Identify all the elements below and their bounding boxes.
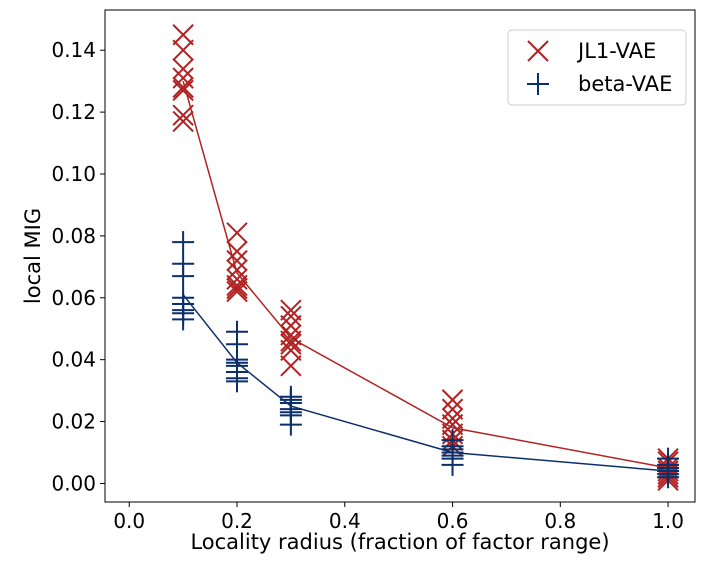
legend-box [507, 29, 687, 106]
plot-frame [104, 9, 696, 503]
legend-label-jl1-vae: JL1-VAE [576, 39, 656, 63]
data-point-beta-vae [441, 453, 464, 476]
x-axis-label: Locality radius (fraction of factor rang… [190, 530, 609, 554]
axis-ticks: 0.0 0.2 0.4 0.6 0.8 1.0 0.00 0.02 0.04 0.06 0.08 0.… [51, 38, 683, 533]
data-point-jl1-vae [280, 355, 302, 377]
y-tick-label: 0.00 [51, 471, 96, 495]
data-point-jl1-vae [226, 277, 248, 300]
x-tick-label: 0.6 [437, 509, 469, 533]
data-point-beta-vae [279, 413, 302, 436]
data-point-jl1-vae [226, 222, 248, 244]
x-tick-label: 1.0 [652, 509, 684, 533]
data-point-jl1-vae [226, 249, 248, 272]
data-point-jl1-vae [172, 39, 194, 61]
series-line-jl1-vae [182, 80, 669, 469]
data-point-jl1-vae [226, 280, 248, 303]
data-point-jl1-vae [172, 76, 194, 99]
y-axis-label: local MIG [21, 208, 45, 304]
data-point-jl1-vae [172, 58, 194, 80]
data-point-jl1-vae [441, 398, 464, 420]
y-tick-label: 0.08 [51, 224, 96, 248]
data-point-beta-vae [172, 231, 195, 254]
data-point-jl1-vae [226, 259, 248, 281]
legend-marker-beta-vae [527, 73, 549, 95]
data-point-jl1-vae [441, 413, 464, 436]
legend-marker-jl1-vae [527, 40, 549, 62]
legend-label-beta-vae: beta-VAE [578, 72, 672, 96]
x-tick-label: 0.4 [329, 509, 361, 533]
data-point-beta-vae [226, 370, 249, 393]
legend: JL1-VAE beta-VAE [507, 29, 687, 106]
y-tick-label: 0.14 [51, 38, 96, 62]
y-tick-label: 0.04 [51, 348, 96, 372]
data-point-jl1-vae [280, 324, 302, 346]
data-point-jl1-vae [280, 314, 302, 337]
data-point-beta-vae [172, 308, 195, 331]
data-point-jl1-vae [280, 305, 302, 328]
data-point-jl1-vae [441, 389, 464, 411]
series-line-beta-vae [182, 294, 669, 472]
legend-marker-symbol [527, 73, 549, 95]
data-point-jl1-vae [226, 240, 248, 263]
data-point-jl1-vae [280, 299, 302, 321]
data-point-jl1-vae [172, 67, 194, 89]
data-point-jl1-vae [280, 330, 302, 352]
plot-area [172, 24, 680, 492]
data-point-jl1-vae [441, 407, 464, 430]
data-point-jl1-vae [280, 339, 302, 362]
x-tick-label: 0.8 [544, 509, 576, 533]
data-point-beta-vae [657, 466, 680, 489]
y-tick-label: 0.02 [51, 410, 96, 434]
y-tick-label: 0.12 [51, 100, 96, 124]
legend-marker-symbol [527, 40, 549, 62]
y-tick-label: 0.10 [51, 162, 96, 186]
data-point-jl1-vae [226, 274, 248, 297]
x-tick-label: 0.0 [113, 509, 145, 533]
x-tick-label: 0.2 [221, 509, 253, 533]
data-point-jl1-vae [280, 333, 302, 355]
data-point-jl1-vae [172, 110, 194, 133]
data-point-jl1-vae [172, 79, 194, 102]
y-tick-label: 0.06 [51, 286, 96, 310]
data-point-beta-vae [172, 265, 195, 288]
data-point-jl1-vae [172, 104, 194, 126]
data-point-jl1-vae [172, 24, 194, 46]
